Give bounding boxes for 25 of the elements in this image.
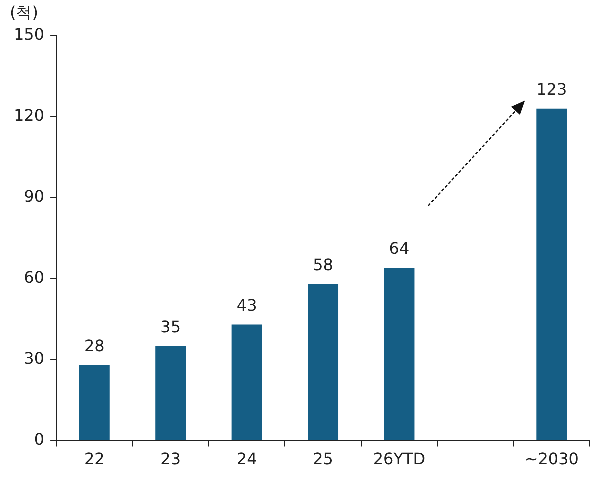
y-tick-label: 150 <box>14 25 45 44</box>
bar <box>308 284 339 440</box>
x-tick-label: 22 <box>84 450 105 469</box>
bar <box>79 365 110 440</box>
x-tick-label: ~2030 <box>524 450 579 469</box>
y-axis-title: (척) <box>10 3 38 22</box>
data-label: 58 <box>313 255 334 274</box>
bar <box>536 108 568 440</box>
data-label: 28 <box>84 336 105 356</box>
y-tick-label: 90 <box>24 187 45 206</box>
y-tick-label: 120 <box>14 106 45 126</box>
x-tick-label: 23 <box>160 450 182 469</box>
y-tick-label: 30 <box>24 348 45 368</box>
data-label: 64 <box>389 239 410 258</box>
y-tick-label: 60 <box>24 268 45 288</box>
bar <box>232 324 262 440</box>
x-tick-label: 25 <box>313 450 334 469</box>
x-tick-label: 24 <box>236 450 258 469</box>
bar <box>384 268 415 440</box>
data-label: 43 <box>236 296 258 315</box>
data-label: 123 <box>536 80 568 100</box>
data-label: 35 <box>160 318 182 337</box>
x-tick-label: 26YTD <box>373 450 426 469</box>
y-tick-label: 0 <box>34 430 45 449</box>
bar <box>156 346 186 440</box>
